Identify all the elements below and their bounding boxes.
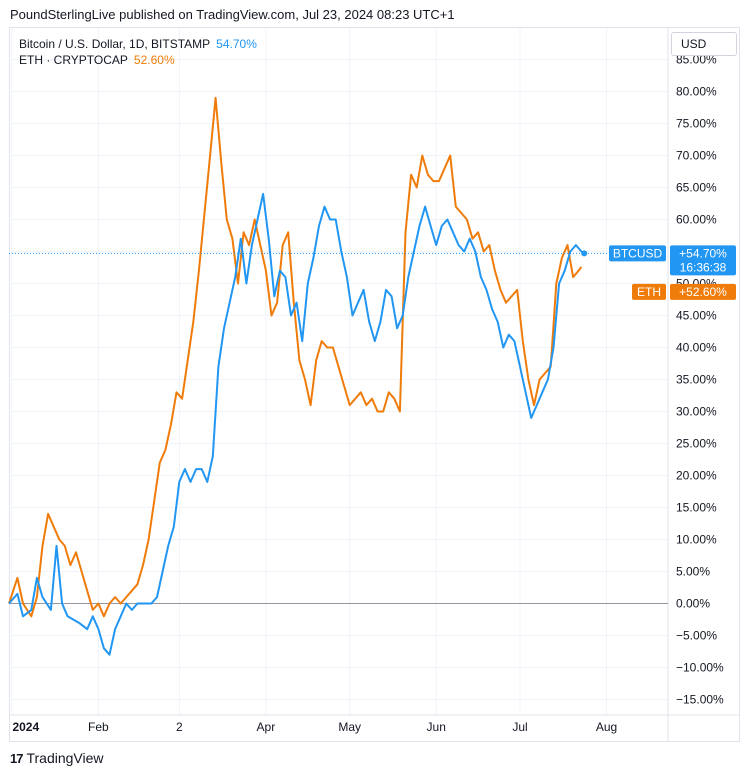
y-tick-label: 75.00% <box>676 117 717 131</box>
eth-value-badge-label: +52.60% <box>679 285 727 299</box>
x-tick-label: Jul <box>512 720 527 734</box>
y-tick-label: −10.00% <box>676 661 724 675</box>
tradingview-label: TradingView <box>26 750 104 766</box>
y-axis: −15.00% −10.00% −5.00% 0.00% 5.00% 10.00% 15.0… <box>676 53 724 707</box>
price-badges: BTCUSD +54.70%16:36:38 ETH +52.60% <box>609 245 736 300</box>
y-tick-label: 85.00% <box>676 53 717 67</box>
btc-symbol-tag-label: BTCUSD <box>613 246 663 260</box>
legend-btc-value: 54.70% <box>216 37 257 51</box>
y-tick-label: 25.00% <box>676 437 717 451</box>
eth-symbol-tag-label: ETH <box>637 285 661 299</box>
btc-symbol-tag <box>609 245 666 262</box>
btc-value-badge <box>670 245 736 276</box>
btc-value-badge-label: +54.70% <box>679 246 727 260</box>
y-tick-label: 40.00% <box>676 341 717 355</box>
x-tick-label: Apr <box>257 720 276 734</box>
x-axis: 2024 Feb 2 Apr May Jun Jul Aug <box>12 720 617 734</box>
y-tick-label: 35.00% <box>676 373 717 387</box>
x-tick-label: Jun <box>427 720 446 734</box>
series-line-btcusd <box>8 192 585 656</box>
btc-countdown-label: 16:36:38 <box>680 260 727 274</box>
x-tick-label: 2024 <box>12 720 39 734</box>
y-tick-label: 45.00% <box>676 309 717 323</box>
grid <box>9 28 740 741</box>
x-tick-label: May <box>338 720 361 734</box>
y-tick-label: 20.00% <box>676 469 717 483</box>
y-tick-label: 0.00% <box>676 597 710 611</box>
currency-button[interactable]: USD <box>671 32 737 56</box>
series-layer <box>8 96 608 656</box>
x-tick-label: Feb <box>88 720 109 734</box>
y-tick-label: 80.00% <box>676 85 717 99</box>
y-tick-label: 65.00% <box>676 181 717 195</box>
y-tick-label: 30.00% <box>676 405 717 419</box>
legend-eth-label: ETH · CRYPTOCAP <box>19 53 128 67</box>
y-tick-label: 70.00% <box>676 149 717 163</box>
y-tick-label: 5.00% <box>676 565 710 579</box>
y-tick-label: 10.00% <box>676 533 717 547</box>
y-tick-label: −15.00% <box>676 693 724 707</box>
publisher-line: PoundSterlingLive published on TradingVi… <box>10 7 455 22</box>
x-tick-label: Aug <box>596 720 617 734</box>
y-tick-label: −5.00% <box>676 629 717 643</box>
legend-eth[interactable]: ETH · CRYPTOCAP 52.60% <box>19 53 175 67</box>
tradingview-logo-icon: 17 <box>10 751 24 766</box>
legend-btc-label: Bitcoin / U.S. Dollar, 1D, BITSTAMP <box>19 37 211 51</box>
y-tick-label: 15.00% <box>676 501 717 515</box>
legend-btc[interactable]: Bitcoin / U.S. Dollar, 1D, BITSTAMP 54.70… <box>19 37 257 51</box>
eth-symbol-tag <box>632 283 666 300</box>
eth-value-badge <box>670 283 736 300</box>
x-tick-label: 2 <box>176 720 183 734</box>
tradingview-brand[interactable]: 17 TradingView <box>10 750 104 766</box>
chart-frame <box>9 27 740 742</box>
btc-last-point <box>581 250 588 257</box>
series-line-eth <box>8 96 583 618</box>
legend-eth-value: 52.60% <box>133 53 175 67</box>
y-tick-label: 60.00% <box>676 213 717 227</box>
